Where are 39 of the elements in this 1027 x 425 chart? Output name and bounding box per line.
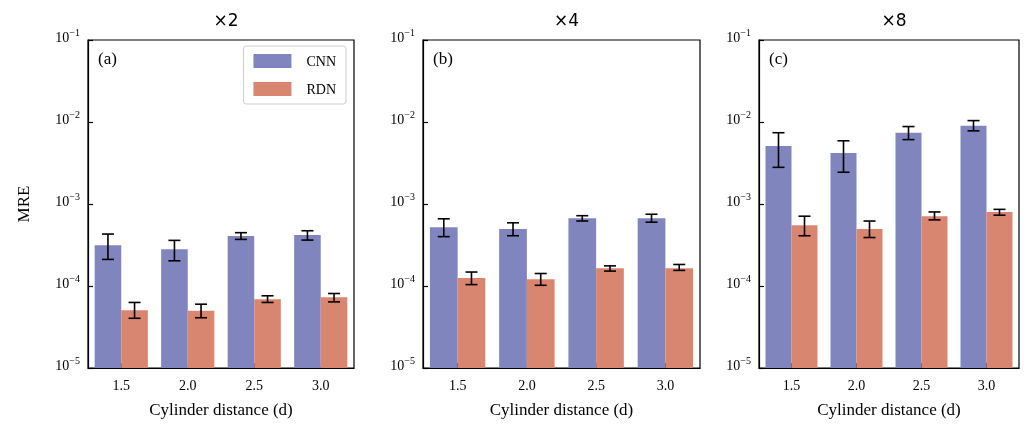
y-tick-label: 10$^{−3}$ <box>390 191 415 211</box>
annotation: (b) <box>433 49 453 68</box>
x-tick-label: 3.0 <box>656 377 675 393</box>
x-tick-label: 1.5 <box>782 377 801 393</box>
x-axis-title: Cylinder distance (d) <box>149 400 293 419</box>
x-tick-label: 2.0 <box>518 377 536 393</box>
x-tick-label: 1.5 <box>112 377 130 393</box>
y-tick-label: 10$^{−2}$ <box>726 109 751 129</box>
legend-label: RDN <box>306 81 336 97</box>
x-tick-label: 3.0 <box>977 377 996 393</box>
annotation: (c) <box>769 49 788 68</box>
x-tick-label: 2.0 <box>179 377 197 393</box>
x-tick-label: 2.5 <box>587 377 605 393</box>
x-axis-title: Cylinder distance (d) <box>489 400 634 419</box>
y-tick-label: 10$^{−3}$ <box>55 191 80 211</box>
chart-title: ×2 <box>213 9 239 30</box>
legend-label: CNN <box>306 53 336 69</box>
x-tick-label: 3.0 <box>312 377 330 393</box>
y-tick-label: 10$^{−1}$ <box>55 27 80 47</box>
chart-title: ×4 <box>553 9 580 30</box>
y-tick-label: 10$^{−3}$ <box>726 191 751 211</box>
y-tick-label: 10$^{−4}$ <box>726 273 751 293</box>
y-axis-title: MRE <box>14 185 33 223</box>
y-tick-label: 10$^{−2}$ <box>390 109 415 129</box>
y-tick-label: 10$^{−5}$ <box>390 355 415 375</box>
chart-title: ×8 <box>881 9 907 30</box>
y-tick-label: 10$^{−2}$ <box>55 109 80 129</box>
y-tick-label: 10$^{−4}$ <box>390 273 415 293</box>
x-tick-label: 2.0 <box>847 377 866 393</box>
x-axis-title: Cylinder distance (d) <box>817 400 961 419</box>
annotation: (a) <box>98 49 117 68</box>
x-tick-label: 1.5 <box>448 377 467 393</box>
y-tick-label: 10$^{−5}$ <box>726 355 751 375</box>
y-tick-label: 10$^{−4}$ <box>55 273 80 293</box>
x-tick-label: 2.5 <box>912 377 931 393</box>
y-tick-label: 10$^{−1}$ <box>726 27 751 47</box>
x-tick-label: 2.5 <box>245 377 263 393</box>
y-tick-label: 10$^{−5}$ <box>55 355 80 375</box>
y-tick-label: 10$^{−1}$ <box>390 27 415 47</box>
